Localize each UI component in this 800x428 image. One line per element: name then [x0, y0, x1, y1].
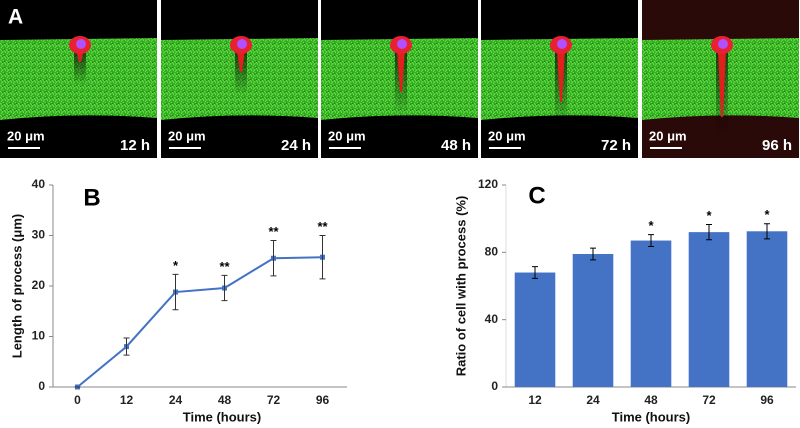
- process-shadow: [235, 50, 247, 95]
- scale-bar-label: 20 μm: [488, 128, 526, 143]
- y-tick-label: 40: [32, 177, 46, 191]
- x-tick-label: 48: [644, 393, 658, 407]
- cell-process: [557, 50, 565, 102]
- error-bar: [648, 234, 654, 247]
- panel-label: A: [8, 6, 23, 29]
- error-bar: [172, 273, 179, 311]
- x-tick-label: 96: [760, 393, 774, 407]
- nucleus: [557, 39, 567, 49]
- x-axis-label: Time (hours): [612, 409, 691, 424]
- y-tick-label: 30: [32, 228, 46, 242]
- micrograph: 20 μm 24 h: [161, 0, 318, 158]
- error-bar: [319, 235, 326, 280]
- cell-process: [397, 50, 405, 92]
- scale-bar-label: 20 μm: [168, 128, 206, 143]
- panel-label: B: [83, 184, 100, 211]
- error-bar: [590, 247, 596, 261]
- y-tick-label: 0: [491, 379, 498, 393]
- micrograph: 20 μm 96 h: [642, 0, 799, 158]
- nucleus: [237, 39, 247, 49]
- y-axis-label: Ratio of cell with process (%): [453, 196, 468, 377]
- x-tick-label: 12: [528, 393, 542, 407]
- y-tick-label: 0: [38, 379, 45, 393]
- error-bar: [706, 224, 712, 241]
- error-bar: [221, 274, 228, 302]
- nucleus: [718, 39, 728, 49]
- panel-label: C: [528, 182, 545, 209]
- significance: *: [706, 208, 712, 223]
- significance: **: [219, 259, 230, 274]
- time-label: 96 h: [762, 137, 792, 154]
- significance: *: [648, 218, 654, 233]
- y-tick-label: 10: [32, 329, 46, 343]
- error-bar: [123, 337, 130, 356]
- bar: [746, 231, 788, 387]
- x-tick-label: 24: [586, 393, 600, 407]
- y-tick-label: 40: [485, 312, 499, 326]
- scale-bar-label: 20 μm: [328, 128, 366, 143]
- significance: *: [173, 258, 179, 273]
- x-tick-label: 96: [316, 393, 330, 407]
- time-label: 24 h: [281, 137, 311, 154]
- y-tick-label: 20: [32, 278, 46, 292]
- error-bar: [764, 223, 770, 240]
- scale-bar-label: 20 μm: [649, 128, 687, 143]
- x-tick-label: 72: [702, 393, 716, 407]
- cell-process: [237, 50, 245, 72]
- bar: [514, 272, 556, 387]
- x-tick-label: 12: [120, 393, 134, 407]
- time-label: 12 h: [120, 137, 150, 154]
- time-label: 48 h: [441, 137, 471, 154]
- significance: **: [317, 219, 328, 234]
- time-label: 72 h: [601, 137, 631, 154]
- x-tick-label: 24: [169, 393, 183, 407]
- x-tick-label: 48: [218, 393, 232, 407]
- micrograph: 20 μm 72 h: [481, 0, 638, 158]
- line: [76, 256, 323, 388]
- y-axis-label: Length of process (μm): [9, 214, 24, 358]
- x-tick-label: 0: [74, 393, 81, 407]
- bar: [688, 232, 730, 387]
- nucleus: [76, 39, 86, 49]
- x-tick-label: 72: [267, 393, 281, 407]
- significance: *: [764, 207, 770, 222]
- cell-process: [718, 50, 726, 117]
- bar: [630, 240, 672, 387]
- y-tick-label: 80: [485, 245, 499, 259]
- error-bar: [270, 240, 277, 277]
- nucleus: [397, 39, 407, 49]
- micrograph: 20 μm 12 h: [0, 0, 157, 158]
- significance: **: [268, 224, 279, 239]
- micrograph: 20 μm 48 h: [321, 0, 478, 158]
- x-axis-label: Time (hours): [183, 409, 262, 424]
- error-bar: [532, 266, 538, 279]
- process-shadow: [74, 50, 86, 85]
- bar: [572, 254, 614, 387]
- y-tick-label: 120: [478, 177, 498, 191]
- scale-bar-label: 20 μm: [7, 128, 45, 143]
